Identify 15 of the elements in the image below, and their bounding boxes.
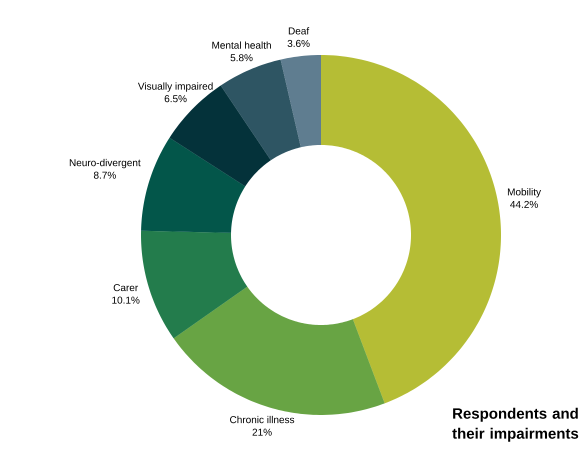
slice-label: Neuro-divergent	[70, 158, 141, 168]
text: Respondents and their impairments	[452, 408, 578, 442]
data-label: 8.7%	[94, 172, 116, 179]
data-label: 10.1%	[112, 296, 140, 304]
data-label: 44.2%	[510, 200, 538, 208]
data-label: 3.6%	[288, 40, 310, 47]
slice-label: Chronic illness	[230, 416, 294, 424]
slice-label: Carer	[114, 284, 138, 292]
data-label: 5.8%	[230, 54, 253, 62]
data-label: 6.5%	[164, 95, 187, 102]
slice-label: Mental health	[212, 41, 271, 49]
slice-label: Deaf	[288, 27, 310, 34]
data-label: 21%	[252, 428, 272, 436]
slice-label: Mobility	[508, 188, 542, 198]
slice-label: Visually impaired	[138, 82, 213, 92]
